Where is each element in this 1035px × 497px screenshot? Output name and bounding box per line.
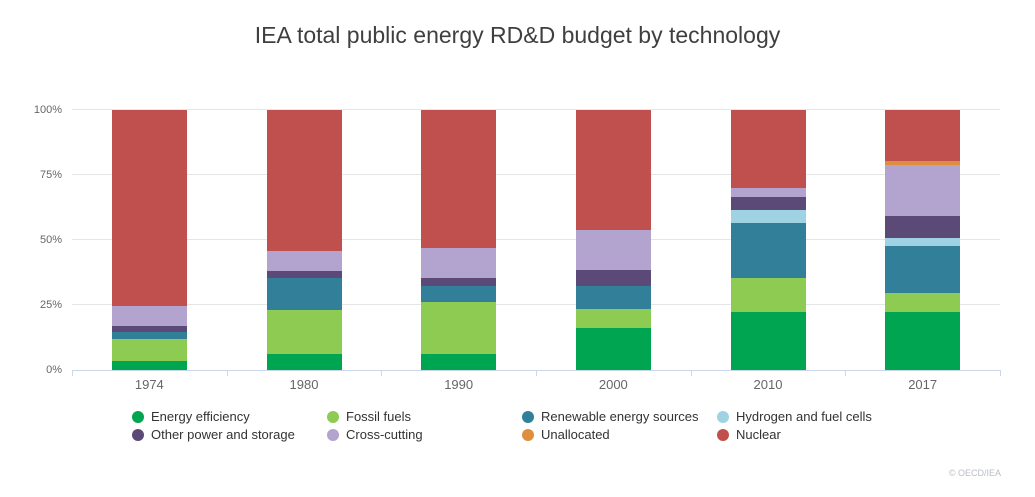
segment-energy-efficiency-1990[interactable] <box>421 354 497 370</box>
x-axis-tick <box>72 370 73 376</box>
segment-other-power-and-storage-1990[interactable] <box>421 277 497 286</box>
y-axis-label: 50% <box>39 234 62 246</box>
chart-title: IEA total public energy RD&D budget by t… <box>254 22 781 48</box>
legend-label: Nuclear <box>736 427 781 442</box>
segment-nuclear-1980[interactable] <box>266 110 342 251</box>
x-axis-label: 2017 <box>908 377 938 392</box>
x-axis-label: 1980 <box>289 377 319 392</box>
segment-fossil-fuels-1974[interactable] <box>111 339 187 361</box>
legend-item-energy-efficiency[interactable]: Energy efficiency <box>132 409 327 424</box>
x-axis-tick <box>226 370 228 376</box>
legend-item-cross-cutting[interactable]: Cross-cutting <box>327 427 522 442</box>
x-axis-tick <box>381 370 383 376</box>
x-axis-tick <box>536 370 537 376</box>
segment-nuclear-1974[interactable] <box>111 110 187 306</box>
bar-1990[interactable] <box>421 110 497 370</box>
y-axis: 0% 25% 50% 75% 100% <box>0 104 62 376</box>
y-axis-label: 75% <box>39 169 62 181</box>
gridline-25 <box>72 304 1000 305</box>
gridline-50 <box>72 239 1000 240</box>
bar-1974[interactable] <box>111 110 187 370</box>
segment-renewable-energy-sources-2010[interactable] <box>730 222 806 279</box>
x-axis-tick <box>690 370 692 376</box>
segment-energy-efficiency-2010[interactable] <box>730 312 806 370</box>
plot-area <box>72 109 1000 370</box>
segment-fossil-fuels-2010[interactable] <box>730 278 806 313</box>
segment-cross-cutting-2000[interactable] <box>575 230 651 270</box>
segment-nuclear-2000[interactable] <box>575 110 651 231</box>
segment-fossil-fuels-2017[interactable] <box>885 292 961 313</box>
gridline-100 <box>72 109 1000 110</box>
segment-cross-cutting-1974[interactable] <box>111 305 187 327</box>
renewable-energy-sources-swatch-icon <box>522 410 534 423</box>
x-axis-tick <box>1000 370 1001 376</box>
legend-item-unallocated[interactable]: Unallocated <box>522 427 717 442</box>
segment-energy-efficiency-2000[interactable] <box>575 328 651 370</box>
legend-item-renewable-energy-sources[interactable]: Renewable energy sources <box>522 409 717 424</box>
other-power-and-storage-swatch-icon <box>132 428 144 441</box>
energy-efficiency-swatch-icon <box>132 410 144 423</box>
segment-other-power-and-storage-1980[interactable] <box>266 270 342 278</box>
bar-1980[interactable] <box>266 110 342 370</box>
segment-renewable-energy-sources-2017[interactable] <box>885 245 961 293</box>
x-axis-label: 2000 <box>598 377 628 392</box>
y-axis-label: 100% <box>33 104 62 116</box>
segment-other-power-and-storage-1974[interactable] <box>111 326 187 332</box>
y-axis-label: 25% <box>39 299 62 311</box>
segment-fossil-fuels-2000[interactable] <box>575 308 651 329</box>
segment-cross-cutting-2010[interactable] <box>730 188 806 197</box>
x-axis-label: 2010 <box>753 377 783 392</box>
hydrogen-and-fuel-cells-swatch-icon <box>717 410 729 423</box>
segment-energy-efficiency-1974[interactable] <box>111 360 187 370</box>
gridline-75 <box>72 174 1000 175</box>
attribution: © OECD/IEA <box>948 468 1001 478</box>
legend-label: Renewable energy sources <box>541 409 699 424</box>
bar-2017[interactable] <box>885 110 961 370</box>
x-axis-tick <box>845 370 847 376</box>
x-axis-label: 1990 <box>444 377 474 392</box>
segment-cross-cutting-1990[interactable] <box>421 247 497 278</box>
segment-hydrogen-and-fuel-cells-2010[interactable] <box>730 210 806 223</box>
segment-unallocated-2017[interactable] <box>885 161 961 166</box>
segment-nuclear-1990[interactable] <box>421 110 497 248</box>
x-axis-label: 1974 <box>134 377 164 392</box>
cross-cutting-swatch-icon <box>327 428 339 441</box>
legend-label: Energy efficiency <box>151 409 250 424</box>
segment-renewable-energy-sources-1990[interactable] <box>421 285 497 303</box>
legend-label: Other power and storage <box>151 427 295 442</box>
bar-2010[interactable] <box>730 110 806 370</box>
segment-fossil-fuels-1990[interactable] <box>421 302 497 355</box>
fossil-fuels-swatch-icon <box>327 410 339 423</box>
bar-2000[interactable] <box>575 110 651 370</box>
legend-item-nuclear[interactable]: Nuclear <box>717 427 912 442</box>
legend-label: Fossil fuels <box>346 409 412 424</box>
segment-energy-efficiency-2017[interactable] <box>885 312 961 370</box>
legend: Energy efficiency Fossil fuels Renewable e… <box>132 409 912 442</box>
segment-other-power-and-storage-2000[interactable] <box>575 269 651 287</box>
segment-renewable-energy-sources-1980[interactable] <box>266 277 342 311</box>
segment-hydrogen-and-fuel-cells-2017[interactable] <box>885 238 961 246</box>
segment-other-power-and-storage-2010[interactable] <box>730 196 806 211</box>
nuclear-swatch-icon <box>717 428 729 441</box>
legend-label: Unallocated <box>541 427 610 442</box>
segment-nuclear-2017[interactable] <box>885 110 961 162</box>
unallocated-swatch-icon <box>522 428 534 441</box>
segment-nuclear-2010[interactable] <box>730 110 806 189</box>
segment-fossil-fuels-1980[interactable] <box>266 310 342 355</box>
segment-cross-cutting-2017[interactable] <box>885 165 961 217</box>
segment-cross-cutting-1980[interactable] <box>266 250 342 271</box>
legend-item-fossil-fuels[interactable]: Fossil fuels <box>327 409 522 424</box>
y-axis-label: 0% <box>46 364 62 376</box>
legend-item-hydrogen-and-fuel-cells[interactable]: Hydrogen and fuel cells <box>717 409 912 424</box>
segment-energy-efficiency-1980[interactable] <box>266 354 342 370</box>
segment-renewable-energy-sources-1974[interactable] <box>111 331 187 340</box>
legend-label: Cross-cutting <box>346 427 423 442</box>
segment-renewable-energy-sources-2000[interactable] <box>575 286 651 309</box>
legend-item-other-power-and-storage[interactable]: Other power and storage <box>132 427 327 442</box>
legend-label: Hydrogen and fuel cells <box>736 409 872 424</box>
segment-other-power-and-storage-2017[interactable] <box>885 216 961 239</box>
